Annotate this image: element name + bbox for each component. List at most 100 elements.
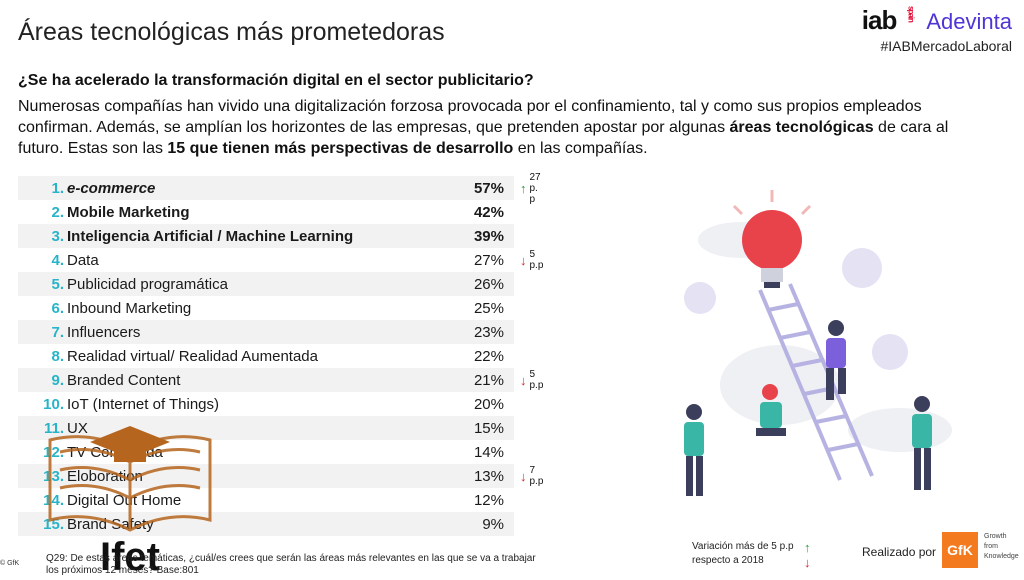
area-label: Influencers xyxy=(67,323,141,341)
intro-bold-1: áreas tecnológicas xyxy=(729,119,874,136)
legend-arrows: ↑ ↓ xyxy=(804,540,811,570)
area-label: Digital Out Home xyxy=(67,491,182,509)
rank-number: 15. xyxy=(43,515,64,533)
percentage-value: 27% xyxy=(473,251,504,269)
percentage-value: 26% xyxy=(473,275,504,293)
legend-line-2: respecto a 2018 xyxy=(692,555,764,566)
rank-number: 7. xyxy=(51,323,64,341)
area-label: UX xyxy=(67,419,88,437)
percentage-value: 21% xyxy=(473,371,504,389)
variation-note: ↓ 5 p.p xyxy=(520,249,543,271)
variation-note: ↓ 5 p.p xyxy=(520,369,543,391)
area-label: Publicidad programática xyxy=(67,275,228,293)
left-mark: © GfK xyxy=(0,560,20,567)
table-row: 1. e-commerce 57% ↑ 27 p. p xyxy=(18,172,541,205)
rank-number: 14. xyxy=(43,491,64,509)
arrow-down-icon: ↓ xyxy=(520,252,527,268)
percentage-value: 22% xyxy=(473,347,504,365)
question-heading: ¿Se ha acelerado la transformación digit… xyxy=(18,72,534,89)
intro-text-1: Numerosas compañías han vivido una digit… xyxy=(18,98,922,136)
table-row: 11. UX 15% xyxy=(18,416,514,440)
arrow-down-icon: ↓ xyxy=(520,372,527,388)
percentage-value: 23% xyxy=(473,323,504,341)
rank-number: 1. xyxy=(51,179,64,197)
variation-legend: Variación más de 5 p.p respecto a 2018 ↑… xyxy=(692,540,811,570)
hashtag: #IABMercadoLaboral xyxy=(880,38,1012,54)
rank-number: 5. xyxy=(51,275,64,293)
percentage-value: 13% xyxy=(473,467,504,485)
gfk-logo: GfK xyxy=(942,532,978,568)
brand-logos: iab spain Adevinta #IABMercadoLaboral xyxy=(862,6,1012,54)
intro-paragraph: Numerosas compañías han vivido una digit… xyxy=(18,96,998,159)
rank-number: 11. xyxy=(43,419,64,437)
arrow-down-icon: ↓ xyxy=(804,555,811,570)
watermark-text: Ifet xyxy=(100,535,160,579)
area-label: Data xyxy=(67,251,99,269)
rank-number: 4. xyxy=(51,251,64,269)
gfk-tagline-3: Knowledge xyxy=(984,553,1019,560)
percentage-value: 57% xyxy=(473,179,504,197)
percentage-value: 9% xyxy=(482,515,504,533)
variation-text: 7 p.p xyxy=(529,465,544,487)
arrow-up-icon: ↑ xyxy=(804,540,811,555)
table-row: 7. Influencers 23% xyxy=(18,320,514,344)
table-row: 6. Inbound Marketing 25% xyxy=(18,296,514,320)
percentage-value: 12% xyxy=(473,491,504,509)
iab-spain-logo: spain xyxy=(906,6,916,22)
table-row: 5. Publicidad programática 26% xyxy=(18,272,514,296)
area-label: Inteligencia Artificial / Machine Learni… xyxy=(67,227,354,245)
gfk-tagline-2: from xyxy=(984,543,998,550)
intro-bold-2: 15 que tienen más perspectivas de desarr… xyxy=(167,140,514,157)
table-row: 4. Data 27% ↓ 5 p.p xyxy=(18,248,543,272)
ladder-icon xyxy=(758,283,874,481)
lightbulb-icon xyxy=(732,190,812,288)
legend-line-1: Variación más de 5 p.p xyxy=(692,541,794,552)
table-row: 14. Digital Out Home 12% xyxy=(18,488,514,512)
percentage-value: 39% xyxy=(473,227,504,245)
logo-group: iab spain Adevinta xyxy=(862,6,1012,36)
area-label: e-commerce xyxy=(67,179,156,197)
footnote: Q29: De estas áreas temáticas, ¿cuál/es … xyxy=(46,553,606,577)
rank-number: 2. xyxy=(51,203,64,221)
table-row: 10. IoT (Internet of Things) 20% xyxy=(18,392,514,416)
table-row: 3. Inteligencia Artificial / Machine Lear… xyxy=(18,224,514,248)
rank-number: 13. xyxy=(43,467,64,485)
person-sitting-icon xyxy=(756,384,786,436)
rank-number: 12. xyxy=(43,443,64,461)
arrow-up-icon: ↑ xyxy=(520,180,527,196)
page-title: Áreas tecnológicas más prometedoras xyxy=(18,18,445,46)
footnote-line-1: Q29: De estas áreas temáticas, ¿cuál/es … xyxy=(46,553,536,564)
adevinta-logo: Adevinta xyxy=(926,9,1012,34)
footnote-line-2: los próximos 12 meses? Base:801 xyxy=(46,565,199,576)
graduation-cap-icon xyxy=(90,426,170,462)
rank-number: 8. xyxy=(51,347,64,365)
ifet-watermark: Ifet xyxy=(48,426,212,579)
person-standing-left-icon xyxy=(684,404,704,496)
bulb-outline-icon xyxy=(684,248,908,370)
variation-text: 27 p. p xyxy=(529,171,541,205)
variation-note: ↑ 27 p. p xyxy=(520,172,541,205)
area-label: IoT (Internet of Things) xyxy=(67,395,220,413)
percentage-value: 42% xyxy=(473,203,504,221)
percentage-value: 25% xyxy=(473,299,504,317)
table-row: 2. Mobile Marketing 42% xyxy=(18,200,514,224)
table-row: 9. Branded Content 21% ↓ 5 p.p xyxy=(18,368,543,392)
gfk-tagline-1: Growth xyxy=(984,533,1007,540)
area-label: Inbound Marketing xyxy=(67,299,192,317)
innovation-illustration xyxy=(684,190,952,496)
realizado-label: Realizado por xyxy=(862,545,937,559)
rank-number: 9. xyxy=(51,371,64,389)
area-label: Mobile Marketing xyxy=(67,203,190,221)
table-row: 8. Realidad virtual/ Realidad Aumentada 22… xyxy=(18,344,514,368)
iab-logo: iab xyxy=(861,5,898,35)
variation-text: 5 p.p xyxy=(529,249,544,271)
rank-number: 3. xyxy=(51,227,64,245)
ranking-table: 1. e-commerce 57% ↑ 27 p. p 2. Mobile Marketin… xyxy=(18,172,543,536)
area-label: Branded Content xyxy=(67,371,181,389)
gfk-tagline: Growth from Knowledge xyxy=(984,532,1019,562)
rank-number: 6. xyxy=(51,299,64,317)
percentage-value: 15% xyxy=(473,419,504,437)
variation-text: 5 p.p xyxy=(529,369,544,391)
percentage-value: 20% xyxy=(473,395,504,413)
arrow-down-icon: ↓ xyxy=(520,468,527,484)
